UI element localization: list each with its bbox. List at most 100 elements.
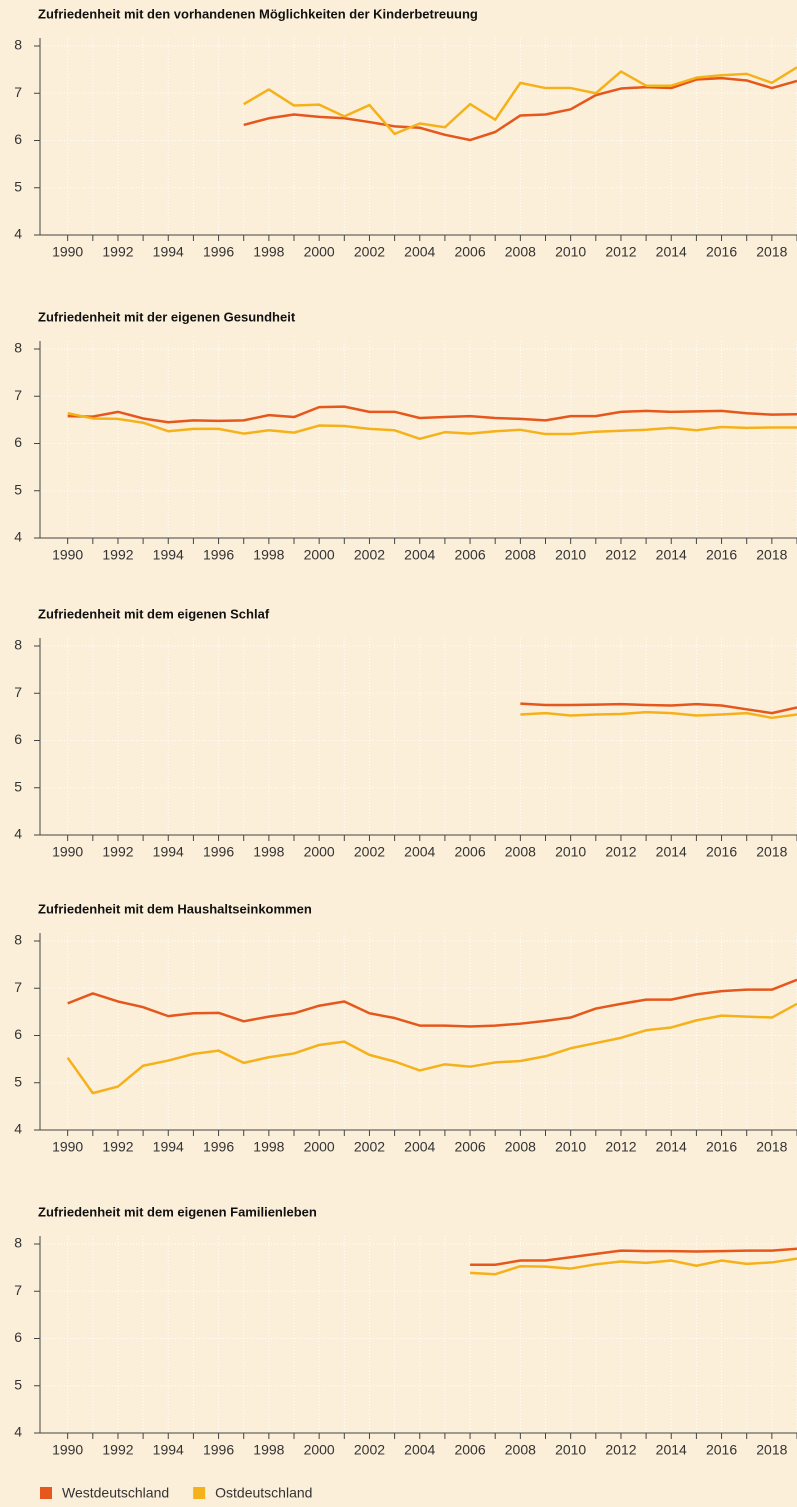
y-tick-label: 6 (14, 1026, 22, 1042)
y-tick-label: 8 (14, 1235, 22, 1251)
y-tick-label: 5 (14, 1376, 22, 1392)
x-tick-label: 2014 (656, 244, 687, 260)
series-line (67, 978, 797, 1028)
legend-swatch (40, 1487, 52, 1499)
legend-label: Westdeutschland (62, 1485, 169, 1501)
x-tick-label: 1990 (52, 1442, 83, 1458)
series-line (520, 710, 797, 720)
x-tick-label: 2008 (505, 1139, 536, 1155)
y-tick-label: 4 (14, 226, 22, 242)
x-tick-label: 2010 (555, 547, 586, 563)
x-tick-label: 2004 (404, 844, 435, 860)
x-tick-label: 1990 (52, 244, 83, 260)
x-tick-label: 2010 (555, 1139, 586, 1155)
y-tick-label: 4 (14, 826, 22, 842)
y-tick-label: 8 (14, 637, 22, 653)
y-tick-label: 4 (14, 1121, 22, 1137)
x-tick-label: 2000 (304, 1442, 335, 1458)
series-line (469, 1257, 797, 1276)
x-tick-label: 2014 (656, 1442, 687, 1458)
y-tick-label: 6 (14, 131, 22, 147)
x-tick-label: 2004 (404, 1442, 435, 1458)
x-tick-label: 2014 (656, 844, 687, 860)
y-tick-label: 5 (14, 481, 22, 497)
y-tick-label: 7 (14, 1282, 22, 1298)
series-line (66, 1002, 797, 1095)
y-tick-label: 5 (14, 178, 22, 194)
x-tick-label: 2010 (555, 1442, 586, 1458)
x-tick-label: 1994 (153, 1139, 184, 1155)
x-tick-label: 2014 (656, 547, 687, 563)
x-tick-label: 2000 (304, 547, 335, 563)
y-tick-label: 6 (14, 434, 22, 450)
x-tick-label: 1992 (102, 844, 133, 860)
x-tick-label: 2016 (706, 844, 737, 860)
x-tick-label: 1996 (203, 1139, 234, 1155)
x-tick-label: 2000 (304, 844, 335, 860)
chart-title: Zufriedenheit mit dem eigenen Familienle… (38, 1204, 317, 1219)
x-tick-label: 1996 (203, 547, 234, 563)
x-tick-label: 2006 (454, 844, 485, 860)
y-tick-label: 8 (14, 932, 22, 948)
x-tick-label: 2014 (656, 1139, 687, 1155)
series-line (470, 1247, 797, 1267)
x-tick-label: 2008 (505, 1442, 536, 1458)
x-tick-label: 2016 (706, 547, 737, 563)
series-line (67, 412, 797, 441)
y-tick-label: 7 (14, 979, 22, 995)
x-tick-label: 2002 (354, 547, 385, 563)
x-tick-label: 1996 (203, 244, 234, 260)
series-line (243, 66, 797, 136)
x-tick-label: 2018 (756, 1442, 787, 1458)
x-tick-label: 1996 (203, 844, 234, 860)
chart-title: Zufriedenheit mit dem Haushaltseinkommen (38, 901, 312, 916)
x-tick-label: 1998 (253, 1139, 284, 1155)
y-tick-label: 5 (14, 1073, 22, 1089)
x-tick-label: 1998 (253, 244, 284, 260)
chart-title: Zufriedenheit mit dem eigenen Schlaf (38, 606, 270, 621)
y-tick-label: 7 (14, 84, 22, 100)
x-tick-label: 2006 (454, 1442, 485, 1458)
x-tick-label: 2006 (454, 244, 485, 260)
x-tick-label: 1994 (153, 844, 184, 860)
x-tick-label: 1990 (52, 1139, 83, 1155)
x-tick-label: 2012 (605, 1139, 636, 1155)
x-tick-label: 1992 (102, 1442, 133, 1458)
x-tick-label: 2008 (505, 547, 536, 563)
x-tick-label: 1994 (153, 1442, 184, 1458)
x-tick-label: 2016 (706, 1442, 737, 1458)
series-line (67, 405, 797, 424)
x-tick-label: 2012 (605, 547, 636, 563)
y-tick-label: 7 (14, 684, 22, 700)
x-tick-label: 2004 (404, 1139, 435, 1155)
x-tick-label: 2018 (756, 547, 787, 563)
x-tick-label: 2002 (354, 1139, 385, 1155)
y-tick-label: 4 (14, 529, 22, 545)
x-tick-label: 1998 (253, 1442, 284, 1458)
x-tick-label: 2002 (354, 244, 385, 260)
legend-swatch (193, 1487, 206, 1499)
chart-title: Zufriedenheit mit den vorhandenen Möglic… (38, 6, 478, 21)
x-tick-label: 2016 (706, 244, 737, 260)
x-tick-label: 2000 (304, 244, 335, 260)
x-tick-label: 1990 (52, 547, 83, 563)
y-tick-label: 5 (14, 778, 22, 794)
x-tick-label: 2018 (756, 244, 787, 260)
x-tick-label: 2010 (555, 244, 586, 260)
x-tick-label: 1996 (203, 1442, 234, 1458)
x-tick-label: 2006 (454, 547, 485, 563)
x-tick-label: 2000 (304, 1139, 335, 1155)
x-tick-label: 1992 (102, 244, 133, 260)
x-tick-label: 1998 (253, 844, 284, 860)
x-tick-label: 1994 (153, 244, 184, 260)
x-tick-label: 2010 (555, 844, 586, 860)
y-tick-label: 7 (14, 387, 22, 403)
x-tick-label: 1994 (153, 547, 184, 563)
x-tick-label: 2002 (354, 844, 385, 860)
y-tick-label: 8 (14, 340, 22, 356)
x-tick-label: 1992 (102, 547, 133, 563)
legend-label: Ostdeutschland (215, 1485, 312, 1501)
y-tick-label: 6 (14, 731, 22, 747)
